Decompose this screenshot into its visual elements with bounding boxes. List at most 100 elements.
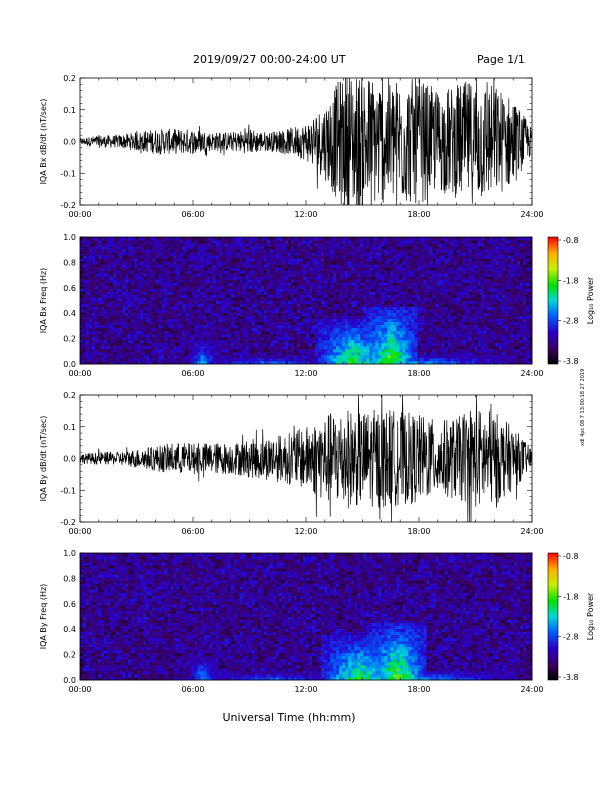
spectrogram-cell — [218, 276, 223, 280]
spectrogram-cell — [215, 354, 220, 359]
spectrogram-cell — [227, 276, 232, 280]
spectrogram-cell — [272, 258, 277, 262]
spectrogram-cell — [417, 321, 421, 326]
spectrogram-cell — [200, 237, 204, 241]
spectrogram-cell — [306, 255, 310, 259]
spectrogram-cell — [321, 240, 325, 244]
spectrogram-cell — [414, 285, 418, 289]
spectrogram-cell — [134, 249, 138, 253]
spectrogram-cell — [179, 345, 183, 350]
spectrogram-cell — [260, 336, 265, 341]
spectrogram-cell — [92, 336, 96, 341]
spectrogram-cell — [390, 300, 394, 304]
spectrogram-cell — [194, 240, 198, 244]
spectrogram-cell — [167, 327, 171, 332]
spectrogram-cell — [293, 252, 298, 256]
spectrogram-cell — [83, 288, 87, 292]
spectrogram-cell — [80, 300, 84, 304]
spectrogram-cell — [411, 327, 415, 332]
spectrogram-cell — [212, 315, 216, 320]
spectrogram-cell — [125, 273, 129, 277]
spectrogram-cell — [158, 360, 162, 365]
spectrogram-cell — [396, 351, 400, 356]
spectrogram-cell — [218, 240, 223, 244]
spectrogram-cell — [155, 354, 159, 359]
spectrogram-cell — [191, 348, 195, 353]
spectrogram-cell — [95, 297, 99, 301]
spectrogram-cell — [146, 312, 150, 317]
spectrogram-cell — [167, 354, 171, 359]
spectrogram-cell — [131, 339, 135, 344]
spectrogram-cell — [254, 282, 259, 286]
spectrogram-cell — [408, 246, 412, 250]
spectrogram-cell — [137, 267, 141, 271]
spectrogram-cell — [411, 285, 415, 289]
spectrogram-cell — [176, 318, 180, 323]
spectrogram-cell — [83, 345, 87, 350]
spectrogram-cell — [312, 279, 316, 283]
spectrogram-cell — [339, 327, 343, 332]
spectrogram-cell — [293, 351, 298, 356]
spectrogram-cell — [221, 291, 226, 295]
spectrogram-cell — [230, 315, 235, 320]
spectrogram-cell — [278, 348, 283, 353]
spectrogram-cell — [293, 255, 298, 259]
spectrogram-cell — [137, 330, 141, 335]
spectrogram-cell — [299, 303, 304, 307]
spectrogram-cell — [405, 330, 409, 335]
spectrogram-cell — [417, 351, 421, 356]
spectrogram-cell — [417, 318, 421, 323]
spectrogram-cell — [306, 243, 310, 247]
spectrogram-cell — [170, 333, 174, 338]
spectrogram-cell — [218, 258, 223, 262]
spectrogram-cell — [390, 312, 394, 317]
spectrogram-cell — [324, 309, 328, 313]
spectrogram-cell — [327, 321, 331, 326]
spectrogram-cell — [417, 276, 421, 280]
spectrogram-cell — [134, 330, 138, 335]
spectrogram-cell — [405, 318, 409, 323]
spectrogram-cell — [179, 339, 183, 344]
spectrogram-cell — [128, 291, 132, 295]
spectrogram-cell — [131, 330, 135, 335]
spectrogram-cell — [390, 276, 394, 280]
spectrogram-cell — [188, 321, 192, 326]
spectrogram-cell — [170, 276, 174, 280]
spectrogram-cell — [272, 333, 277, 338]
spectrogram-cell — [224, 303, 229, 307]
spectrogram-cell — [143, 291, 147, 295]
spectrogram-cell — [128, 255, 132, 259]
spectrogram-cell — [351, 294, 355, 298]
spectrogram-cell — [381, 327, 385, 332]
spectrogram-cell — [230, 285, 235, 289]
spectrogram-cell — [315, 258, 319, 262]
spectrogram-cell — [284, 348, 289, 353]
spectrogram-cell — [260, 351, 265, 356]
spectrogram-cell — [381, 261, 385, 265]
spectrogram-cell — [251, 264, 256, 268]
spectrogram-cell — [95, 351, 99, 356]
spectrogram-cell — [98, 285, 102, 289]
spectrogram-cell — [372, 300, 376, 304]
spectrogram-cell — [89, 264, 93, 268]
spectrogram-cell — [302, 285, 307, 289]
spectrogram-cell — [113, 252, 117, 256]
spectrogram-cell — [366, 264, 370, 268]
spectrogram-cell — [284, 333, 289, 338]
spectrogram-cell — [426, 273, 430, 277]
spectrogram-cell — [209, 264, 213, 268]
spectrogram-cell — [149, 273, 153, 277]
spectrogram-cell — [399, 273, 403, 277]
spectrogram-cell — [309, 333, 313, 338]
spectrogram-cell — [363, 342, 367, 347]
spectrogram-cell — [312, 297, 316, 301]
spectrogram-cell — [146, 240, 150, 244]
spectrogram-cell — [281, 321, 286, 326]
spectrogram-cell — [342, 336, 346, 341]
spectrogram-cell — [86, 360, 90, 365]
spectrogram-cell — [134, 270, 138, 274]
spectrogram-cell — [423, 279, 427, 283]
spectrogram-cell — [101, 246, 105, 250]
spectrogram-cell — [315, 330, 319, 335]
spectrogram-cell — [86, 279, 90, 283]
